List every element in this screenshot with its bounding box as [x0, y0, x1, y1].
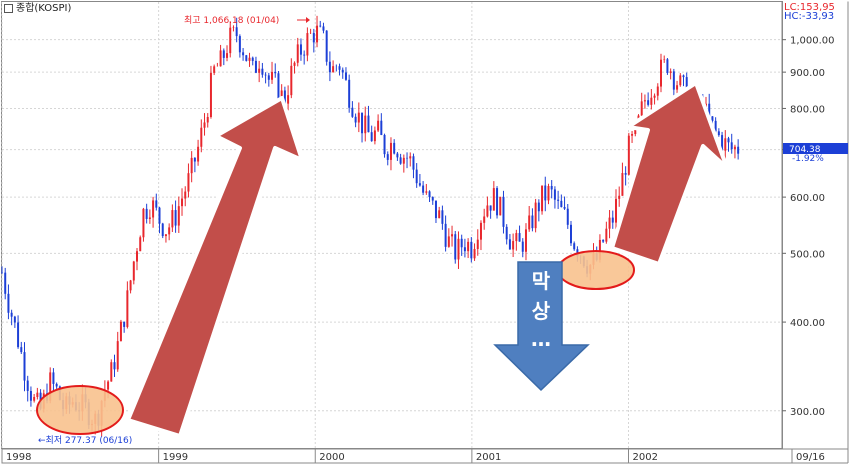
legend-hc: HC:-33,93: [784, 11, 835, 22]
y-tick-label: 300.00: [790, 407, 825, 418]
y-tick-label: 400.00: [790, 318, 825, 329]
x-tick-label: 09/16: [796, 452, 825, 463]
arrow-text-char-1: 막: [532, 269, 551, 293]
x-tick-label: 1998: [6, 452, 31, 463]
x-axis-ticks: 1998 1999 2000 2001 2002 09/16: [1, 449, 825, 463]
chart-title: 종합(KOSPI): [2, 2, 74, 15]
chart-title-text: 종합(KOSPI): [16, 3, 72, 14]
low-annotation: ←최저 277.37 (06/16): [38, 435, 132, 446]
high-annotation-arrowhead: [306, 17, 310, 23]
x-tick-label: 2002: [633, 452, 658, 463]
y-tick-label: 800.00: [790, 104, 825, 115]
high-annotation: 최고 1,066.18 (01/04): [184, 15, 279, 26]
price-series: [1, 15, 740, 437]
y-tick-label: 500.00: [790, 249, 825, 260]
arrow-text-char-3: …: [531, 327, 551, 351]
title-checkbox[interactable]: [4, 3, 13, 13]
y-tick-label: 900.00: [790, 68, 825, 79]
up-trend-arrow-2-shape: [610, 81, 729, 266]
x-tick-label: 2001: [476, 452, 501, 463]
x-tick-label: 1999: [163, 452, 188, 463]
price-tag-bg: [783, 143, 848, 154]
x-tick-label: 2000: [319, 452, 344, 463]
up-trend-arrow-1-shape: [126, 96, 304, 438]
price-tag-change: -1.92%: [792, 154, 824, 164]
y-axis-ticks: 300.00400.00500.00600.00700.00800.00900.…: [782, 36, 835, 418]
arrow-text-char-2: 상: [532, 299, 551, 323]
legend-lc: LC:153,95: [784, 2, 835, 13]
low-zone-ellipse-2: [557, 250, 635, 290]
price-tag-value: 704.38: [789, 145, 821, 155]
y-tick-label: 1,000.00: [790, 36, 835, 47]
y-tick-label: 600.00: [790, 193, 825, 204]
low-zone-ellipse-1: [36, 385, 124, 435]
down-arrow-shape: [493, 261, 590, 392]
